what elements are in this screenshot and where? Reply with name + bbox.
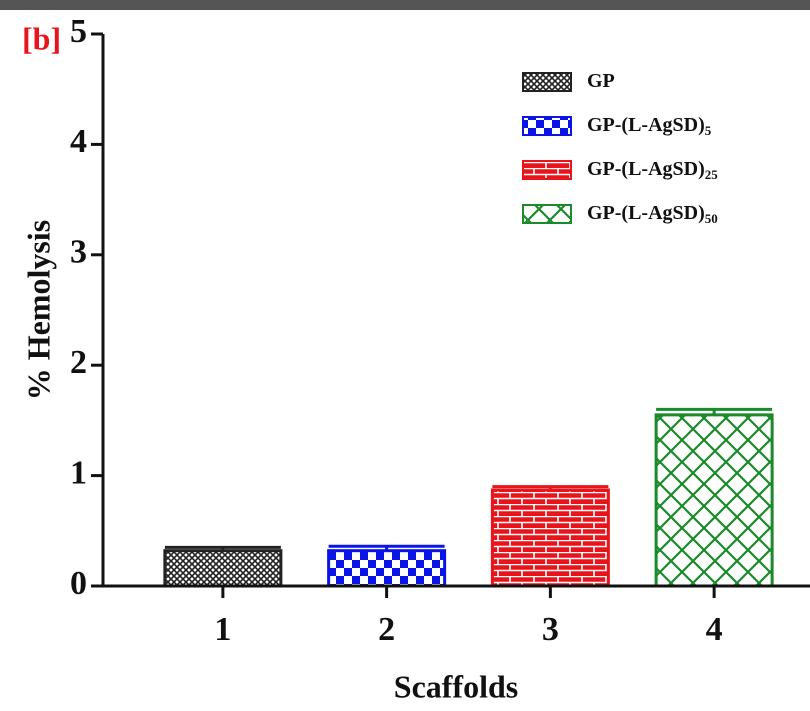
error-bar [656,407,773,415]
bar [327,549,447,588]
y-axis-label: % Hemolysis [20,220,56,400]
error-bar [328,544,445,551]
legend-swatch [522,204,572,224]
legend-label: GP-(L-AgSD)50 [587,202,718,226]
legend-swatch [522,160,572,180]
x-tick-label: 2 [378,611,395,648]
legend-swatch [522,72,572,92]
bar [490,488,610,588]
bar [654,413,774,588]
y-tick-label: 1 [70,454,87,491]
x-tick-label: 4 [706,611,723,648]
x-tick-label: 3 [542,611,559,648]
legend-label: GP-(L-AgSD)5 [587,114,712,138]
panel-label: [b] [22,20,61,56]
y-tick-label: 3 [70,234,87,271]
y-tick-label: 2 [70,344,87,381]
legend-swatch [522,116,572,136]
y-tick-label: 5 [70,13,87,50]
bar [163,549,283,588]
legend-label: GP [587,70,615,92]
x-tick-label: 1 [214,611,231,648]
error-bar [164,545,281,551]
legend-label: GP-(L-AgSD)25 [587,158,718,182]
error-bar [492,485,609,490]
y-tick-label: 4 [70,123,87,160]
x-axis-label: Scaffolds [394,668,518,704]
y-tick-label: 0 [70,565,87,602]
cropped-figure-edge [0,0,810,10]
